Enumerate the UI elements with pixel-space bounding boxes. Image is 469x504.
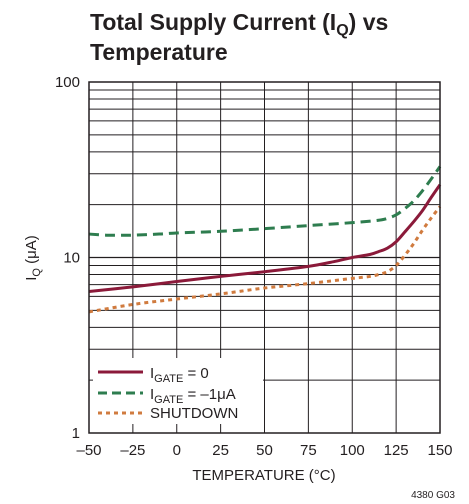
y-axis-label-part: (μA) <box>23 235 40 268</box>
y-tick-label: 10 <box>63 250 80 267</box>
legend-label-igate-0: IGATE = 0 <box>150 365 209 385</box>
figure-id: 4380 G03 <box>411 490 455 501</box>
y-tick-label: 100 <box>55 74 80 91</box>
y-axis-label-part: I <box>23 277 40 281</box>
legend-background <box>93 358 263 424</box>
legend-label-subscript: GATE <box>154 373 183 385</box>
x-tick-label: 125 <box>384 442 409 459</box>
chart-title-line2: Temperature <box>90 39 228 65</box>
plot-series <box>88 165 442 314</box>
y-tick-label: 1 <box>72 425 80 442</box>
x-tick-label: –50 <box>76 442 101 459</box>
x-tick-label: 100 <box>340 442 365 459</box>
x-tick-label: –25 <box>120 442 145 459</box>
x-tick-label: 50 <box>256 442 273 459</box>
chart-title-subscript: Q <box>336 22 348 39</box>
plot-frame <box>88 81 441 434</box>
x-tick-labels: –50 –25 0 25 50 75 100 125 150 <box>76 442 452 459</box>
legend-label-part: I <box>150 365 154 382</box>
legend-label-part: I <box>150 386 154 403</box>
series-line-igate-1ua <box>88 165 442 237</box>
x-tick-label: 75 <box>300 442 317 459</box>
y-axis-label: IQ (μA) <box>23 235 43 281</box>
legend: IGATE = 0 IGATE = –1μA SHUTDOWN <box>93 358 263 424</box>
legend-label-subscript: GATE <box>154 394 183 406</box>
y-tick-labels: 1 10 100 <box>55 74 80 442</box>
legend-label-part: = 0 <box>183 365 208 382</box>
x-tick-label: 25 <box>212 442 229 459</box>
legend-label-shutdown: SHUTDOWN <box>150 405 238 422</box>
x-axis-label: TEMPERATURE (°C) <box>192 467 335 484</box>
series-line-igate-0 <box>88 183 442 294</box>
legend-label-part: = –1μA <box>183 386 235 403</box>
legend-label-igate-1ua: IGATE = –1μA <box>150 386 236 406</box>
chart-title: Total Supply Current (IQ) vs <box>90 9 388 39</box>
x-tick-label: 0 <box>173 442 181 459</box>
series-line-shutdown <box>88 205 442 314</box>
chart-title-part: ) vs <box>349 9 389 35</box>
x-tick-label: 150 <box>427 442 452 459</box>
chart-title-part: Total Supply Current (I <box>90 9 336 35</box>
y-axis-label-subscript: Q <box>31 268 43 277</box>
